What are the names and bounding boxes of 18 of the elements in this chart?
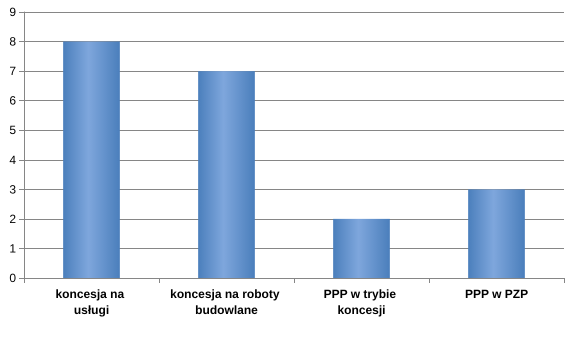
y-tick-label: 6 — [9, 94, 16, 108]
x-tick-label: PPP w trybie koncesji — [324, 287, 400, 317]
y-tick-label: 4 — [9, 152, 16, 167]
y-tick-label: 2 — [9, 212, 16, 226]
y-tick-label: 8 — [9, 34, 16, 49]
bar — [468, 189, 525, 278]
y-tick-label: 7 — [9, 64, 16, 78]
bar — [333, 218, 390, 278]
y-tick-label: 1 — [9, 241, 16, 256]
x-tick-label: koncesja na roboty budowlane — [170, 287, 283, 317]
y-tick-label: 9 — [9, 5, 16, 19]
x-tick-label: PPP w PZP — [464, 287, 528, 301]
y-tick-label: 0 — [9, 271, 16, 285]
bar — [63, 42, 120, 278]
bar — [198, 71, 255, 278]
y-tick-label: 3 — [9, 182, 16, 196]
x-tick-label: koncesja na usługi — [55, 287, 128, 317]
y-tick-label: 5 — [9, 123, 16, 138]
